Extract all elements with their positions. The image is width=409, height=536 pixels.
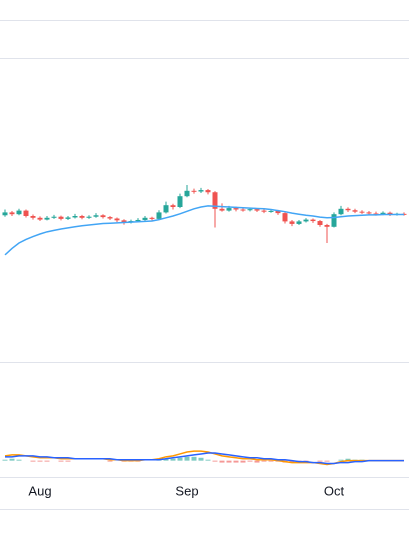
candle-body [380,212,386,215]
candle-body [9,212,15,215]
candle-body [303,219,309,222]
candle-body [170,205,176,207]
candle-body [44,217,50,220]
histogram-bar [191,456,197,461]
candle-body [310,219,316,222]
histogram-bar [205,459,211,461]
histogram-bar [219,460,225,463]
candle-body [198,190,204,192]
histogram-bar [107,460,113,462]
candle-body [37,217,43,220]
candle-body [107,217,113,219]
candle-body [205,190,211,193]
candle-body [233,208,239,210]
candle-body [352,210,358,212]
histogram-bar [58,460,64,462]
histogram-bar [317,460,323,462]
histogram-bar [44,460,50,462]
candle-body [114,218,120,221]
candle-body [65,217,71,219]
candle-body [366,212,372,214]
macd-line [5,452,404,465]
histogram-bar [184,456,190,461]
histogram-bar [65,460,71,462]
candle-body [254,209,260,211]
candle-body [275,210,281,214]
x-tick-label: Oct [324,483,345,498]
candle-body [156,212,162,219]
histogram-bar [233,460,239,463]
candle-body [359,211,365,213]
x-tick-label: Sep [175,483,198,498]
candle-body [23,210,29,216]
candle-body [177,196,183,207]
candle-body [93,215,99,217]
candle-body [317,221,323,225]
histogram-bar [289,460,295,463]
candle-body [191,190,197,192]
histogram-bar [37,460,43,462]
candle-body [289,221,295,224]
candle-body [86,216,92,218]
candle-body [226,208,232,211]
candle-body [324,225,330,227]
candle-body [184,190,190,197]
candle-body [149,217,155,219]
candle-body [212,192,218,209]
x-tick-label: Aug [28,483,51,498]
histogram-bar [324,460,330,462]
candle-body [135,219,141,222]
candle-body [100,215,106,218]
candle-body [142,217,148,220]
candle-body [121,220,127,223]
histogram-bar [338,459,344,461]
histogram-bar [226,460,232,463]
histogram-bar [177,457,183,461]
histogram-bar [254,460,260,463]
candle-body [58,216,64,219]
histogram-bar [198,457,204,461]
histogram-bar [30,460,36,462]
candle-body [387,212,393,215]
histogram-bar [268,460,274,462]
histogram-bar [9,458,15,461]
candle-body [331,214,337,227]
histogram-bar [345,458,351,461]
candle-body [296,221,302,224]
histogram-bar [212,460,218,462]
histogram-bar [16,459,22,461]
candle-body [51,216,57,218]
candle-body [240,209,246,211]
moving-average-line [4,205,404,256]
histogram-bar [240,460,246,463]
candle-body [79,216,85,218]
candle-body [345,208,351,211]
histogram-bar [247,460,253,462]
candle-body [163,205,169,213]
candle-body [219,208,225,211]
histogram-bar [163,458,169,461]
candle-body [282,213,288,222]
candle-body [373,213,379,215]
candle-body [72,216,78,218]
candle-body [338,208,344,215]
candle-body [261,210,267,212]
histogram-bar [261,460,267,462]
candle-body [2,212,8,216]
candle-body [247,209,253,211]
histogram-bar [2,459,8,461]
candle-body [16,210,22,215]
candle-body [30,216,36,218]
histogram-bar [170,458,176,461]
candle-body [268,210,274,212]
